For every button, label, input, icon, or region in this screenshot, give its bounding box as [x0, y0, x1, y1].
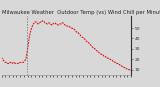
Text: Milwaukee Weather  Outdoor Temp (vs) Wind Chill per Minute (Last 24 Hours): Milwaukee Weather Outdoor Temp (vs) Wind…: [2, 10, 160, 15]
